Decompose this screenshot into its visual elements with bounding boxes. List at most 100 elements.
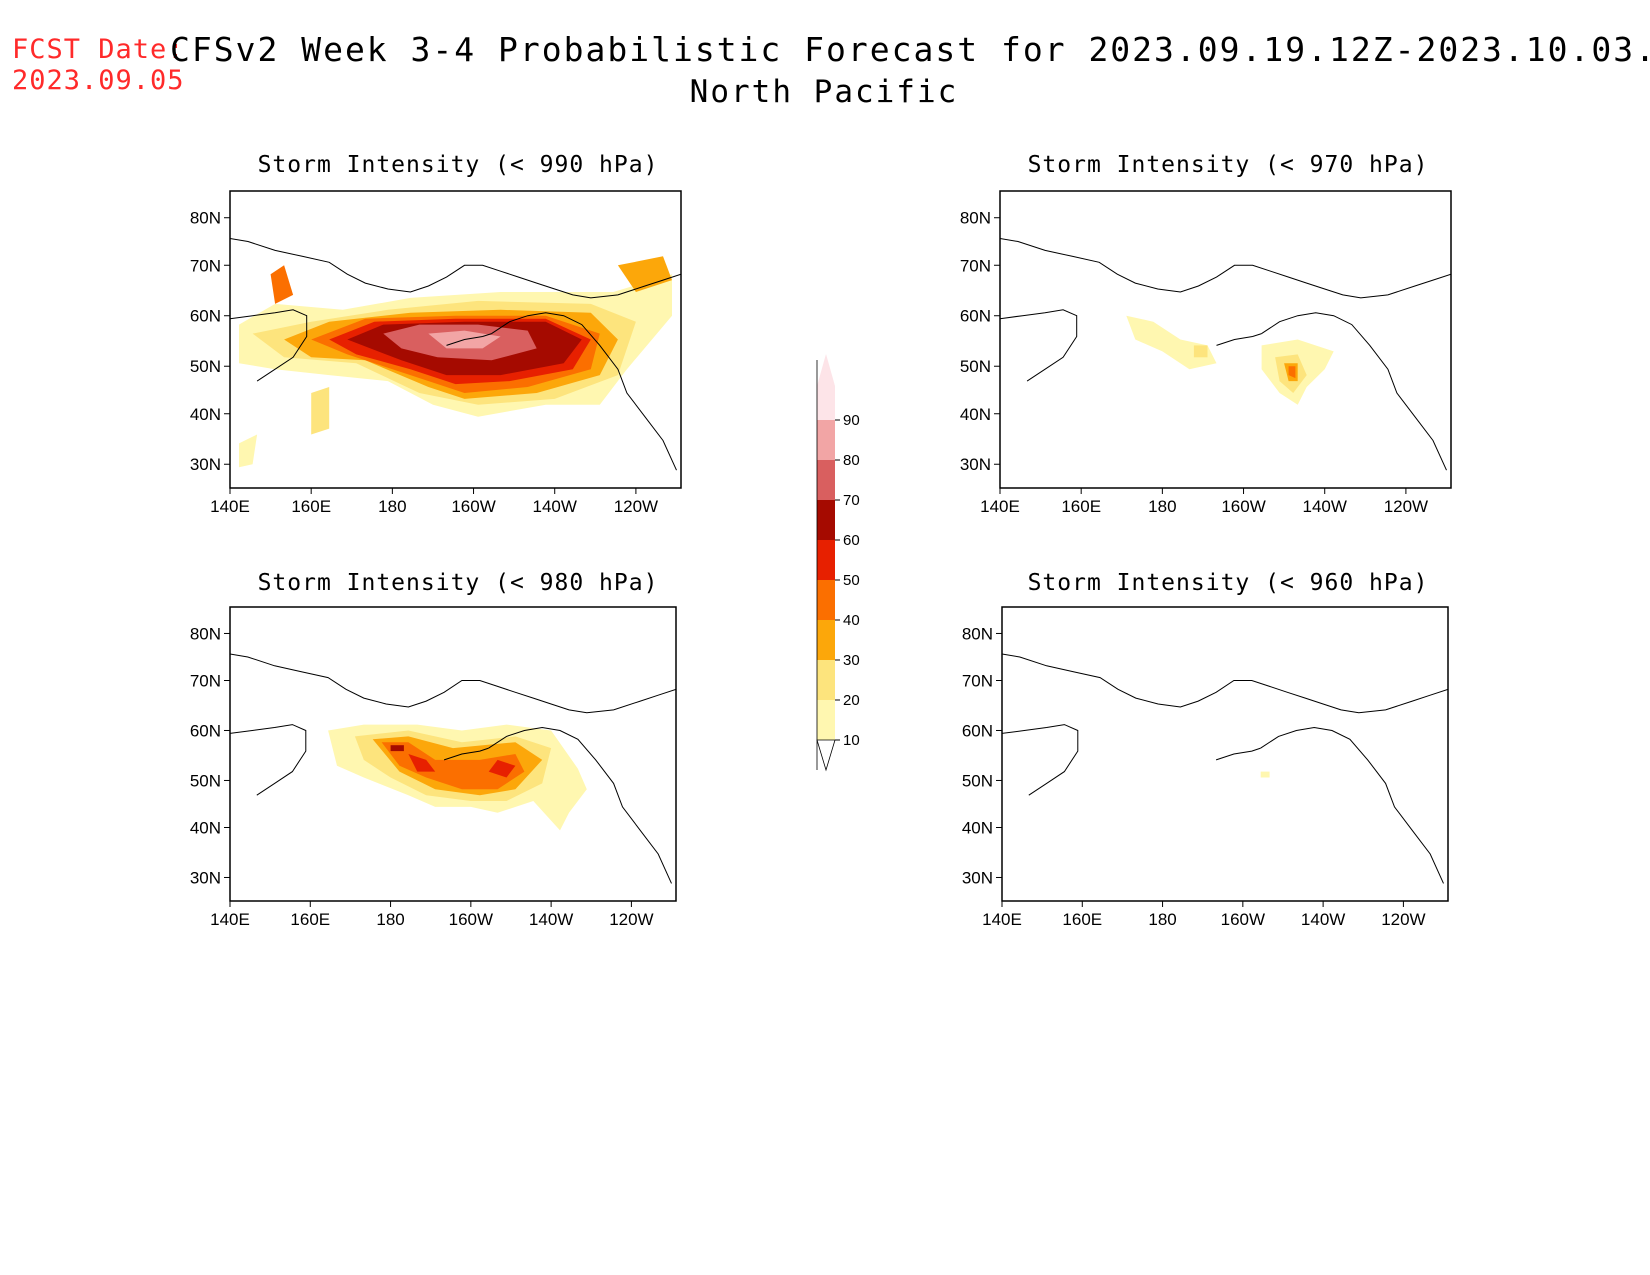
- lat-tick-label: 40N: [962, 819, 993, 838]
- lat-tick-label: 50N: [962, 771, 993, 790]
- lon-tick-label: 140W: [533, 497, 577, 516]
- colorbar-segment: [817, 500, 835, 540]
- map-frame: [229, 606, 677, 902]
- region-subtitle: North Pacific: [0, 74, 1650, 110]
- lon-tick-label: 180: [1148, 910, 1176, 929]
- probability-contour: [270, 265, 294, 304]
- lat-tick-label: 80N: [190, 209, 221, 228]
- lon-tick-label: 120W: [614, 497, 658, 516]
- lat-tick-label: 40N: [190, 405, 221, 424]
- lon-tick-label: 160E: [1061, 497, 1101, 516]
- coastline: [446, 333, 492, 346]
- colorbar: 10 20 30 40 50 60 70 80 90: [816, 354, 860, 772]
- lat-tick-label: 70N: [962, 672, 993, 691]
- coastline: [1002, 724, 1079, 796]
- map-background: [1000, 191, 1451, 488]
- fcst-date-value: 2023.09.05: [12, 65, 185, 96]
- lon-tick-label: 160E: [290, 910, 330, 929]
- lon-tick-label: 120W: [1384, 497, 1428, 516]
- lon-tick-label: 160E: [1062, 910, 1102, 929]
- colorbar-label: 40: [843, 612, 860, 629]
- coastline: [230, 238, 681, 299]
- coastline: [1000, 238, 1451, 299]
- lat-tick-label: 70N: [190, 256, 221, 275]
- colorbar-label: 30: [843, 652, 860, 669]
- lat-tick-label: 30N: [190, 455, 221, 474]
- map-panel-970: 140E 160E 180 160W 140W 120W 80N 70N 60N 50N 40N 30…: [960, 190, 1452, 516]
- map-background: [1002, 607, 1448, 901]
- colorbar-label: 90: [843, 412, 860, 429]
- lat-tick-label: 50N: [190, 357, 221, 376]
- lon-tick-label: 140E: [982, 910, 1022, 929]
- coastline: [1215, 747, 1261, 761]
- probability-contour: [408, 754, 436, 772]
- probability-contour: [311, 387, 330, 435]
- coastline: [1261, 312, 1447, 471]
- colorbar-segment: [817, 580, 835, 620]
- panel-title-960: Storm Intensity (< 960 hPa): [1027, 570, 1429, 596]
- probability-contour: [488, 759, 516, 778]
- lat-tick-label: 80N: [960, 209, 991, 228]
- colorbar-segment: [817, 540, 835, 580]
- coastline: [1002, 653, 1448, 714]
- probability-contour: [1260, 771, 1270, 778]
- lon-tick-label: 140W: [529, 910, 573, 929]
- lon-tick-label: 140E: [210, 497, 250, 516]
- lat-tick-label: 60N: [190, 721, 221, 740]
- coastline: [1260, 726, 1444, 884]
- lat-tick-label: 30N: [190, 868, 221, 887]
- lon-tick-label: 160W: [1221, 497, 1265, 516]
- page-title: CFSv2 Week 3-4 Probabilistic Forecast fo…: [170, 30, 1650, 69]
- lat-tick-label: 60N: [960, 307, 991, 326]
- colorbar-label: 10: [843, 732, 860, 749]
- lon-tick-label: 140E: [980, 497, 1020, 516]
- lon-tick-label: 160W: [449, 910, 493, 929]
- coastline: [443, 747, 489, 761]
- coastline: [230, 724, 307, 796]
- lon-tick-label: 180: [1148, 497, 1176, 516]
- lat-tick-label: 30N: [962, 868, 993, 887]
- lon-tick-label: 120W: [609, 910, 653, 929]
- probability-contour: [1288, 366, 1296, 379]
- map-frame: [229, 190, 682, 489]
- probability-contour: [381, 742, 525, 790]
- lat-tick-label: 80N: [190, 624, 221, 643]
- lon-tick-label: 160E: [291, 497, 331, 516]
- lat-tick-label: 60N: [190, 307, 221, 326]
- lon-tick-label: 160W: [451, 497, 495, 516]
- coastline: [491, 312, 677, 471]
- map-panel-960: 140E 160E 180 160W 140W 120W 80N 70N 60N 50N 40N 30…: [962, 606, 1449, 929]
- lat-tick-label: 80N: [962, 624, 993, 643]
- probability-contour: [390, 745, 404, 752]
- map-frame: [999, 190, 1452, 489]
- coastline: [488, 726, 672, 884]
- fcst-date-label: FCST Date:: [12, 34, 185, 65]
- lon-tick-label: 140W: [1301, 910, 1345, 929]
- colorbar-tail: [816, 739, 836, 772]
- colorbar-label: 50: [843, 572, 860, 589]
- lon-tick-label: 120W: [1381, 910, 1425, 929]
- panel-title-980: Storm Intensity (< 980 hPa): [257, 570, 659, 596]
- lat-tick-label: 30N: [960, 455, 991, 474]
- lon-tick-label: 160W: [1221, 910, 1265, 929]
- coastline: [230, 309, 308, 382]
- panel-title-970: Storm Intensity (< 970 hPa): [1027, 152, 1429, 178]
- colorbar-segment: [817, 420, 835, 460]
- lat-tick-label: 60N: [962, 721, 993, 740]
- colorbar-label: 80: [843, 452, 860, 469]
- lat-tick-label: 40N: [960, 405, 991, 424]
- coastline: [1000, 309, 1078, 382]
- lon-tick-label: 180: [378, 497, 406, 516]
- colorbar-segment: [817, 354, 835, 420]
- map-frame: [1001, 606, 1449, 902]
- colorbar-segment: [817, 660, 835, 700]
- colorbar-label: 20: [843, 692, 860, 709]
- lat-tick-label: 50N: [960, 357, 991, 376]
- lat-tick-label: 70N: [190, 672, 221, 691]
- probability-contour: [239, 434, 258, 468]
- lat-tick-label: 50N: [190, 771, 221, 790]
- lat-tick-label: 40N: [190, 819, 221, 838]
- lon-tick-label: 180: [376, 910, 404, 929]
- map-panel-990: 140E 160E 180 160W 140W 120W 80N 70N 60N 50N 40N 30…: [190, 190, 682, 516]
